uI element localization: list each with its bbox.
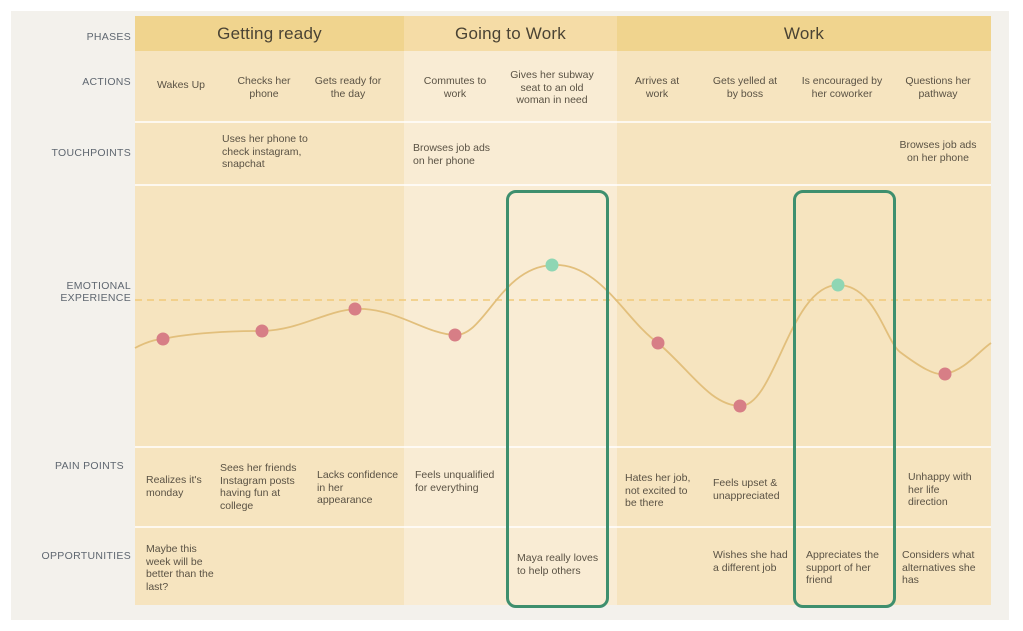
opportunity-better-week: Maybe this week will be better than the … xyxy=(146,543,214,593)
row-label-phases: PHASES xyxy=(86,31,131,43)
emotion-point-8-positive xyxy=(831,278,845,292)
phase-column-work xyxy=(617,51,991,605)
row-divider-emotional xyxy=(135,184,991,186)
opportunity-support-friend: Appreciates the support of her friend xyxy=(806,549,879,586)
row-divider-pain-points xyxy=(135,446,991,448)
action-yelled: Gets yelled at by boss xyxy=(712,75,778,100)
emotion-point-7-negative xyxy=(733,399,747,413)
highlight-box-encouraged xyxy=(793,190,896,608)
action-gets-ready: Gets ready for the day xyxy=(314,75,382,100)
emotion-point-1-negative xyxy=(156,332,170,346)
pain-point-monday: Realizes it's monday xyxy=(146,474,202,499)
phase-column-getting-ready xyxy=(135,51,404,605)
action-gives-seat: Gives her subway seat to an old woman in… xyxy=(510,69,594,106)
row-label-touchpoints: TOUCHPOINTS xyxy=(51,147,131,159)
pain-point-confidence: Lacks confidence in her appearance xyxy=(317,469,399,506)
opportunity-help-others: Maya really loves to help others xyxy=(517,552,599,577)
emotion-point-2-negative xyxy=(255,324,269,338)
action-checks-phone: Checks her phone xyxy=(237,75,291,100)
action-arrives: Arrives at work xyxy=(634,75,680,100)
opportunity-alternatives: Considers what alternatives she has xyxy=(902,549,976,586)
pain-point-unhappy: Unhappy with her life direction xyxy=(908,471,972,508)
phase-header-going-to-work: Going to Work xyxy=(404,16,617,51)
phase-column-going-to-work xyxy=(404,51,617,605)
emotion-point-3-negative xyxy=(348,302,362,316)
pain-point-upset: Feels upset & unappreciated xyxy=(713,477,780,502)
emotion-point-4-negative xyxy=(448,328,462,342)
row-divider-opportunities xyxy=(135,526,991,528)
emotion-point-5-positive xyxy=(545,258,559,272)
row-label-emotional-line2: EXPERIENCE xyxy=(60,292,131,304)
emotion-point-6-negative xyxy=(651,336,665,350)
phase-header-work: Work xyxy=(617,16,991,51)
touchpoint-job-ads-work: Browses job ads on her phone xyxy=(899,139,977,164)
action-questions: Questions her pathway xyxy=(905,75,971,100)
row-label-opportunities: OPPORTUNITIES xyxy=(41,550,131,562)
phase-header-getting-ready: Getting ready xyxy=(135,16,404,51)
touchpoint-instagram: Uses her phone to check instagram, snapc… xyxy=(222,133,308,170)
row-label-pain-points: PAIN POINTS xyxy=(54,460,124,472)
row-label-actions: ACTIONS xyxy=(82,76,131,88)
row-label-emotional-line1: EMOTIONAL xyxy=(66,280,131,292)
opportunity-different-job: Wishes she had a different job xyxy=(713,549,788,574)
action-encouraged: Is encouraged by her coworker xyxy=(801,75,883,100)
pain-point-instagram-posts: Sees her friends Instagram posts having … xyxy=(220,462,297,512)
pain-point-unqualified: Feels unqualified for everything xyxy=(415,469,495,494)
row-label-emotional: EMOTIONAL EXPERIENCE xyxy=(16,280,131,304)
action-commutes: Commutes to work xyxy=(423,75,487,100)
row-divider-touchpoints xyxy=(135,121,991,123)
emotion-points-group xyxy=(156,258,952,413)
highlight-box-subway-seat xyxy=(506,190,609,608)
emotion-point-9-negative xyxy=(938,367,952,381)
action-wakes-up: Wakes Up xyxy=(156,79,206,91)
pain-point-hates-job: Hates her job, not excited to be there xyxy=(625,472,691,509)
touchpoint-job-ads-commute: Browses job ads on her phone xyxy=(413,142,491,167)
